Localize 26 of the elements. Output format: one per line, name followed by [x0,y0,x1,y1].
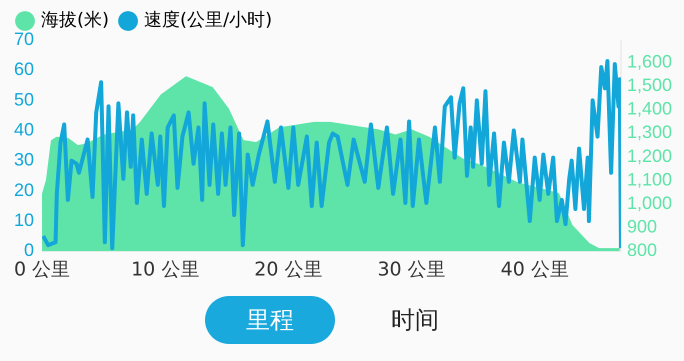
toggle-button: 里程 [205,296,335,344]
y-tick-label: 50 [14,89,34,110]
y2-tick-label: 1,400 [626,98,672,119]
x-tick-label: 10 公里 [131,258,200,281]
y-tick-label: 70 [14,28,34,49]
text: 时间 [390,305,440,336]
x-tick-label: 30 公里 [377,258,446,281]
x-tick-label: 40 公里 [500,258,569,281]
y2-tick-label: 1,100 [626,169,672,190]
y2-tick-label: 1,500 [626,74,672,95]
y2-tick-label: 1,600 [626,51,672,72]
y-tick-label: 0 [24,240,34,260]
x-tick-label: 0 公里 [14,258,70,281]
y-tick-label: 60 [14,59,34,80]
y-tick-label: 20 [14,180,34,200]
y-tick-label: 40 [14,119,34,140]
y-tick-label: 30 [14,150,34,170]
y2-tick-label: 800 [626,240,658,260]
y2-tick-label: 1,000 [626,192,672,213]
y2-tick-label: 1,200 [626,146,672,166]
y-tick-label: 10 [14,210,34,230]
y2-tick-label: 900 [626,216,658,237]
legend-label: 速度(公里/小时) [144,10,272,31]
y2-tick-label: 1,300 [626,122,672,142]
legend-label: 海拔(米) [41,10,110,31]
x-tick-label: 20 公里 [254,258,322,281]
